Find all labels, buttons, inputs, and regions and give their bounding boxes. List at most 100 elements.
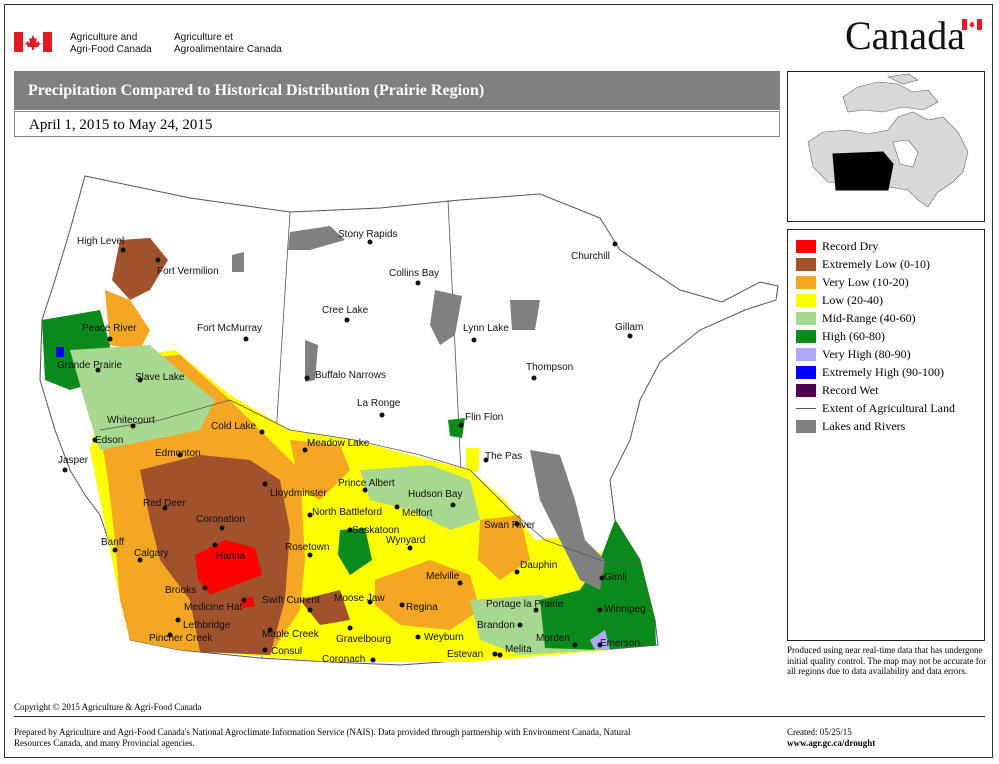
city-label: Swan River bbox=[484, 520, 536, 531]
city-label: Red Deer bbox=[143, 498, 186, 509]
legend-swatch bbox=[796, 419, 816, 433]
city-label: Thompson bbox=[526, 362, 573, 373]
city-dot bbox=[367, 239, 373, 245]
city-label: Consul bbox=[271, 646, 302, 657]
dept-fr-line2: Agroalimentaire Canada bbox=[174, 44, 282, 55]
legend-label: Extremely Low (0-10) bbox=[822, 256, 930, 271]
created-block: Created: 05/25/15 www.agr.gc.ca/drought bbox=[787, 727, 875, 749]
dept-name-fr: Agriculture et Agroalimentaire Canada bbox=[174, 32, 282, 56]
city-label: Melfort bbox=[402, 508, 433, 519]
wordmark-flag-icon bbox=[962, 19, 982, 30]
inset-locator-map bbox=[787, 71, 985, 222]
inset-map-svg bbox=[807, 73, 969, 208]
copyright: Copyright © 2015 Agriculture & Agri-Food… bbox=[14, 702, 202, 712]
legend-swatch bbox=[796, 383, 816, 397]
city-dot bbox=[367, 599, 373, 605]
legend-label: Extent of Agricultural Land bbox=[822, 400, 955, 415]
city-dot bbox=[471, 337, 477, 343]
city-label: Edson bbox=[95, 435, 123, 446]
city-label: Moose Jaw bbox=[334, 593, 385, 604]
city-label: Churchill bbox=[571, 251, 610, 262]
city-dot bbox=[112, 547, 118, 553]
city-label: Fort Vermilion bbox=[157, 266, 219, 277]
city-label: Stony Rapids bbox=[338, 229, 397, 240]
legend-item: Extent of Agricultural Land bbox=[796, 400, 955, 416]
city-dot bbox=[483, 457, 489, 463]
very-low-area-sk-west bbox=[290, 440, 350, 500]
legend-item: Extremely Low (0-10) bbox=[796, 256, 930, 272]
city-dot bbox=[597, 607, 603, 613]
city-dot bbox=[347, 527, 353, 533]
dept-name-en: Agriculture and Agri-Food Canada bbox=[70, 32, 152, 56]
city-dot bbox=[514, 569, 520, 575]
wordmark-text: Canada bbox=[845, 13, 965, 58]
city-label: Weyburn bbox=[424, 632, 464, 643]
city-dot bbox=[155, 257, 161, 263]
legend-line bbox=[796, 407, 816, 409]
city-label: Hanna bbox=[216, 551, 246, 562]
city-dot bbox=[399, 602, 405, 608]
legend-swatch bbox=[796, 257, 816, 271]
city-dot bbox=[370, 657, 376, 663]
city-dot bbox=[407, 545, 413, 551]
city-dot bbox=[137, 377, 143, 383]
city-dot bbox=[344, 317, 350, 323]
legend-swatch bbox=[796, 275, 816, 289]
legend-swatch bbox=[796, 329, 816, 343]
city-label: Dauphin bbox=[520, 560, 557, 571]
city-dot bbox=[497, 652, 503, 658]
city-label: High Level bbox=[77, 236, 124, 247]
footer-divider bbox=[14, 716, 985, 717]
city-label: The Pas bbox=[485, 451, 522, 462]
extremely-low-area-north bbox=[112, 238, 168, 300]
legend-label: Record Dry bbox=[822, 238, 879, 253]
city-label: Brooks bbox=[165, 585, 196, 596]
very-low-area-swan bbox=[478, 515, 530, 580]
lake-southern-indian bbox=[510, 300, 540, 330]
mid-range-area-sk bbox=[360, 465, 480, 530]
city-label: La Ronge bbox=[357, 398, 401, 409]
legend-swatch bbox=[796, 293, 816, 307]
city-dot bbox=[95, 367, 101, 373]
city-label: Lynn Lake bbox=[463, 323, 509, 334]
city-label: Buffalo Narrows bbox=[315, 370, 386, 381]
legend-swatch bbox=[796, 239, 816, 253]
city-dot bbox=[492, 651, 498, 657]
city-dot bbox=[307, 552, 313, 558]
legend-item: Record Dry bbox=[796, 238, 878, 254]
city-label: Regina bbox=[406, 602, 438, 613]
legend-label: Mid-Range (40-60) bbox=[822, 310, 916, 325]
city-label: Peace River bbox=[82, 323, 137, 334]
website-link[interactable]: www.agr.gc.ca/drought bbox=[787, 738, 876, 748]
city-label: Flin Flon bbox=[465, 412, 503, 423]
extremely-high-spot bbox=[56, 347, 64, 357]
legend-item: Low (20-40) bbox=[796, 292, 883, 308]
city-dot bbox=[307, 512, 313, 518]
dept-en-line1: Agriculture and bbox=[70, 32, 138, 43]
legend-label: Record Wet bbox=[822, 382, 879, 397]
city-label: Jasper bbox=[58, 455, 89, 466]
canada-flag-icon bbox=[14, 32, 52, 52]
city-label: Melville bbox=[426, 571, 460, 582]
city-label: Emerson bbox=[600, 638, 640, 649]
city-dot bbox=[259, 429, 265, 435]
city-dot bbox=[458, 422, 464, 428]
created-date: Created: 05/25/15 bbox=[787, 727, 852, 737]
city-label: Pincher Creek bbox=[149, 633, 213, 644]
city-dot bbox=[612, 241, 618, 247]
city-dot bbox=[415, 634, 421, 640]
city-dot bbox=[162, 505, 168, 511]
city-dot bbox=[219, 525, 225, 531]
city-label: Portage la Prairie bbox=[486, 599, 564, 610]
city-label: Morden bbox=[536, 633, 570, 644]
legend-swatch bbox=[796, 365, 816, 379]
lake-reindeer bbox=[430, 290, 462, 345]
city-label: Cree Lake bbox=[322, 305, 369, 316]
city-dot bbox=[202, 585, 208, 591]
city-label: Coronation bbox=[196, 514, 245, 525]
city-dot bbox=[92, 437, 98, 443]
date-range: April 1, 2015 to May 24, 2015 bbox=[14, 111, 780, 137]
city-label: Lethbridge bbox=[183, 620, 231, 631]
legend-item: Very High (80-90) bbox=[796, 346, 911, 362]
